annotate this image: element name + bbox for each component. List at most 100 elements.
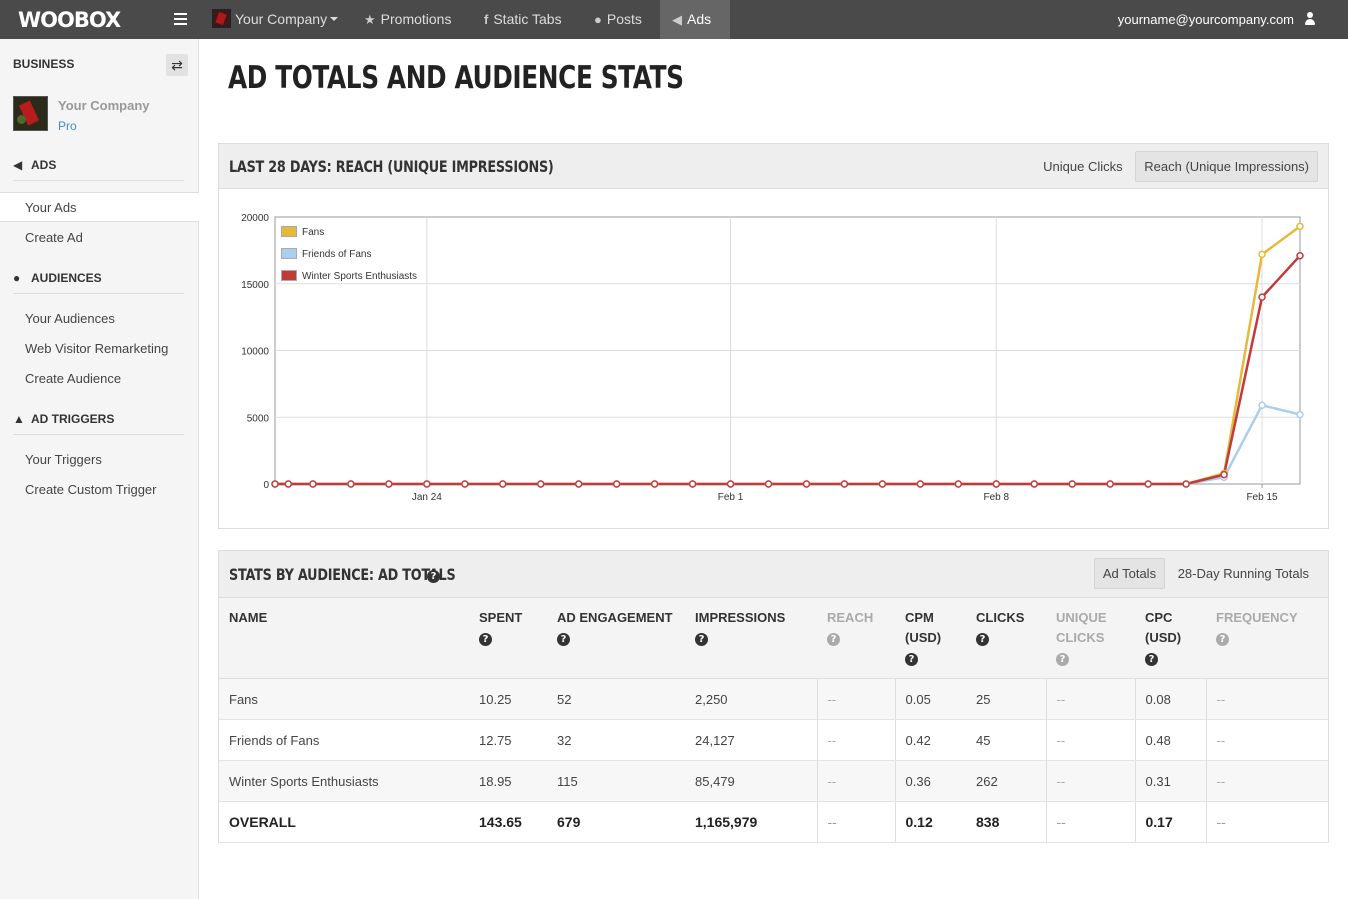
cell-spent: 10.25 [469,678,547,720]
help-icon[interactable]: ? [827,633,840,646]
cell-cpc: 0.08 [1134,678,1206,720]
data-point [764,480,773,488]
chart-legend: Fans Friends of Fans Winter Sports Enthu… [281,226,417,292]
company-avatar [13,96,48,131]
nav-ads[interactable]: ◀ Ads [660,0,730,39]
cell-ad-engagement: 679 [547,801,685,843]
x-tick-label: Feb 15 [1246,492,1278,503]
help-icon[interactable]: ? [976,633,989,646]
sidebar-company-name: Your Company [58,98,150,113]
tab-unique-clicks[interactable]: Unique Clicks [1043,159,1123,174]
col-header-spent: SPENT? [469,598,547,679]
stats-title-text: STATS BY AUDIENCE: AD TOTALS [229,565,456,584]
sidebar-item-your-audiences[interactable]: Your Audiences [25,311,115,326]
flask-icon: ▲ [13,412,25,426]
data-point [536,480,545,488]
user-icon[interactable] [1304,12,1316,26]
cell-clicks: 25 [966,678,1046,720]
data-point [1220,470,1228,479]
stats-help-icon[interactable]: ? [427,570,440,583]
col-header-label: NAME [229,610,268,625]
nav-promotions[interactable]: ★ Promotions [352,0,463,39]
help-icon[interactable]: ? [695,633,708,646]
col-header-label: SPENT [479,610,523,625]
hamburger-menu-icon[interactable] [172,11,190,27]
help-icon[interactable]: ? [1216,633,1229,646]
cell-cpc: 0.17 [1134,801,1206,843]
cell-clicks: 45 [966,719,1046,761]
star-icon: ★ [364,12,376,27]
data-point [650,480,659,488]
help-icon[interactable]: ? [557,633,570,646]
cell-unique-clicks: -- [1045,719,1135,761]
legend-item-winter-sports[interactable]: Winter Sports Enthusiasts [281,270,417,292]
tab-reach[interactable]: Reach (Unique Impressions) [1135,151,1318,182]
data-point [423,480,431,488]
switch-account-icon[interactable]: ⇄ [166,54,188,76]
data-point [1068,480,1076,488]
legend-swatch [281,270,297,281]
sidebar-section-audiences-title: AUDIENCES [31,271,102,285]
cell-spent: 12.75 [469,719,547,761]
sidebar-item-your-triggers[interactable]: Your Triggers [25,452,102,467]
data-point [309,480,317,488]
data-point [878,480,887,488]
nav-posts[interactable]: ● Posts [582,0,654,39]
cell-name: Friends of Fans [219,719,469,761]
data-point [992,480,1001,488]
tab-ad-totals[interactable]: Ad Totals [1093,558,1166,589]
data-point [1144,480,1152,488]
nav-static-tabs[interactable]: f Static Tabs [472,0,574,39]
woobox-logo[interactable]: WOOBOX [18,8,121,32]
x-tick-label: Jan 24 [412,492,442,503]
data-point [1258,401,1266,409]
sidebar-item-web-visitor-remarketing[interactable]: Web Visitor Remarketing [25,341,169,356]
y-tick-label: 15000 [241,280,269,291]
sidebar-item-create-ad[interactable]: Create Ad [25,230,83,245]
col-header-name: NAME [219,598,469,679]
col-header-label: CPM (USD) [905,610,942,645]
col-header-cpm: CPM (USD)? [895,598,966,679]
reach-chart-header: LAST 28 DAYS: REACH (UNIQUE IMPRESSIONS)… [219,144,1328,189]
sidebar-item-create-custom-trigger[interactable]: Create Custom Trigger [25,482,157,497]
legend-item-fans[interactable]: Fans [281,226,417,248]
legend-swatch [281,226,297,237]
sidebar-item-create-audience[interactable]: Create Audience [25,371,122,386]
help-icon[interactable]: ? [1056,653,1069,666]
tab-28-day-running-totals[interactable]: 28-Day Running Totals [1177,566,1309,581]
data-point [574,480,583,488]
col-header-ad-engagement: AD ENGAGEMENT? [547,598,685,679]
stats-table: NAME SPENT? AD ENGAGEMENT? IMPRESSIONS? … [219,598,1328,843]
cell-reach: -- [816,801,895,843]
data-point [271,480,279,488]
col-header-frequency: FREQUENCY? [1206,598,1328,679]
cell-impressions: 2,250 [685,678,817,720]
cell-impressions: 24,127 [685,719,817,761]
cell-cpc: 0.31 [1134,760,1206,802]
reach-chart-title: LAST 28 DAYS: REACH (UNIQUE IMPRESSIONS) [229,157,554,176]
table-row: Winter Sports Enthusiasts 18.95 115 85,4… [219,760,1328,802]
y-tick-label: 20000 [241,213,269,224]
cell-unique-clicks: -- [1045,801,1135,843]
legend-item-friends-of-fans[interactable]: Friends of Fans [281,248,417,270]
company-menu[interactable]: Your Company [200,0,350,39]
cell-name: OVERALL [219,801,469,843]
cell-cpm: 0.12 [894,801,966,843]
help-icon[interactable]: ? [479,633,492,646]
sidebar-plan-link[interactable]: Pro [58,119,77,133]
sidebar-item-your-ads[interactable]: Your Ads [0,192,199,222]
cell-name: Fans [219,678,469,720]
sidebar-section-ad-triggers-title: AD TRIGGERS [31,412,115,426]
help-icon[interactable]: ? [905,653,918,666]
data-point [385,480,393,488]
chart-metric-tabs: Unique Clicks Reach (Unique Impressions) [1034,151,1318,182]
sidebar-heading: BUSINESS [13,57,75,71]
data-point [916,480,925,488]
legend-label: Fans [302,227,325,238]
help-icon[interactable]: ? [1145,653,1158,666]
user-email[interactable]: yourname@yourcompany.com [1117,12,1294,27]
data-point [499,480,507,488]
table-row: Fans 10.25 52 2,250 -- 0.05 25 -- 0.08 -… [219,678,1328,720]
cell-reach: -- [816,678,895,720]
cell-spent: 18.95 [469,760,547,802]
